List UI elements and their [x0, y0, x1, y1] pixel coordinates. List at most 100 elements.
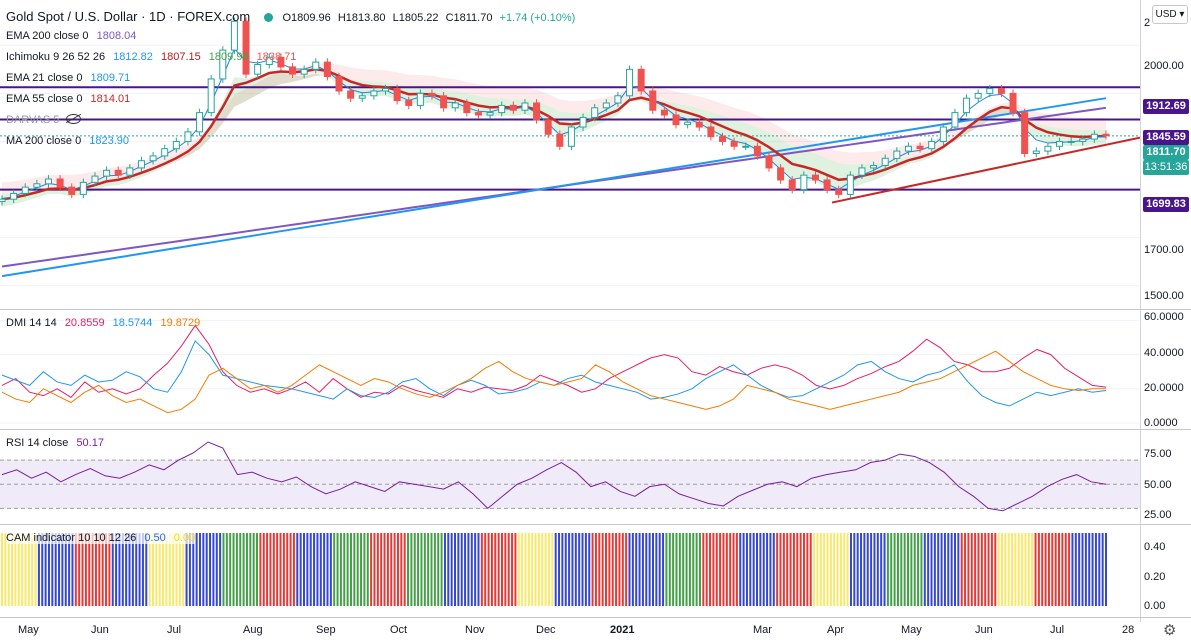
ohlc-values: O1809.96 H1813.80 L1805.22 C1811.70 +1.7… [282, 12, 579, 24]
pane-separator[interactable] [0, 429, 1191, 430]
candle-body [219, 49, 227, 80]
candle-body [149, 155, 157, 162]
legend-value: 1812.82 [113, 51, 153, 63]
candle-body [161, 148, 169, 157]
candle-body [335, 76, 343, 92]
cam-axis-label: 0.40 [1144, 541, 1166, 553]
candle-body [765, 155, 773, 169]
legend-value: 1808.04 [96, 30, 137, 42]
symbol-header: Gold Spot / U.S. Dollar · 1D · FOREX.com… [6, 9, 579, 24]
candle-body [91, 175, 99, 183]
change-value: +1.74 (+0.10%) [499, 12, 576, 24]
dmi-axis-label: 40.0000 [1144, 347, 1184, 359]
pane-separator[interactable] [0, 524, 1191, 525]
hidden-eye-icon[interactable] [66, 114, 82, 124]
time-axis-label: Oct [390, 624, 408, 636]
candle-body [672, 114, 680, 126]
candle-body [486, 112, 494, 116]
time-axis-label: Jun [91, 624, 109, 636]
candle-body [916, 145, 924, 150]
candle-body [544, 119, 552, 135]
legend-dmi[interactable]: DMI 14 14 20.8559 18.5744 19.8729 [6, 317, 200, 329]
legend-ema21[interactable]: EMA 21 close 0 1809.71 [6, 72, 130, 84]
time-axis-label: Nov [465, 624, 485, 636]
price-axis-divider [1140, 0, 1141, 622]
candle-body [730, 140, 738, 147]
time-axis-label: Apr [827, 624, 845, 636]
legend-label: Ichimoku 9 26 52 26 [6, 51, 106, 63]
legend-value: 1814.01 [90, 93, 131, 105]
time-axis-label: 2021 [610, 624, 635, 636]
candle-body [381, 88, 389, 92]
candle-body [695, 121, 703, 128]
candle-body [986, 88, 994, 94]
candle-body [370, 90, 378, 97]
candle-body [719, 136, 727, 142]
time-axis-label: Aug [243, 624, 263, 636]
price-axis-label: 2000.00 [1144, 60, 1184, 72]
candle-body [649, 90, 657, 111]
legend-value: 1809.98 [208, 51, 249, 63]
legend-ichimoku[interactable]: Ichimoku 9 26 52 26 1812.82 1807.15 1809… [6, 51, 296, 63]
candle-body [997, 88, 1005, 94]
candle-body [1067, 140, 1075, 143]
ichimoku-cloud [2, 72, 1106, 207]
candle-body [800, 174, 808, 191]
low-value: L1805.22 [392, 12, 439, 24]
dmi-series-line [1, 350, 1106, 414]
candle-body [858, 167, 866, 176]
legend-value: 18.5744 [112, 317, 153, 329]
candle-body [684, 121, 692, 126]
candle-body [567, 126, 575, 147]
candle-body [963, 97, 971, 114]
legend-ema200[interactable]: EMA 200 close 0 1808.04 [6, 30, 136, 42]
legend-value: 1807.15 [160, 51, 201, 63]
candle-body [788, 179, 796, 191]
legend-ma200[interactable]: MA 200 close 0 1823.90 [6, 135, 129, 147]
candle-body [184, 131, 192, 142]
dmi-axis-label: 20.0000 [1144, 382, 1184, 394]
candle-body [1032, 150, 1040, 155]
legend-rsi[interactable]: RSI 14 close 50.17 [6, 437, 104, 449]
candle-body [951, 112, 959, 128]
candle-body [126, 167, 134, 176]
candle-body [893, 150, 901, 159]
open-value: O1809.96 [282, 12, 331, 24]
candle-body [974, 92, 982, 99]
candle-body [405, 100, 413, 106]
pane-separator[interactable] [0, 309, 1191, 310]
currency-label: USD [1155, 9, 1177, 20]
support-trendline [831, 136, 1141, 204]
settings-gear-icon[interactable]: ⚙ [1163, 622, 1177, 639]
candle-body [0, 198, 6, 203]
time-axis-label: Mar [753, 624, 772, 636]
legend-cam[interactable]: CAM indicator 10 10 12 26 0.50 0.00 [6, 532, 196, 544]
candle-body [533, 102, 541, 121]
symbol-title[interactable]: Gold Spot / U.S. Dollar · 1D · FOREX.com [6, 9, 251, 24]
candle-body [207, 78, 215, 114]
market-status-icon [263, 13, 273, 22]
candle-body [440, 95, 448, 109]
candle-body [79, 181, 87, 195]
candle-body [777, 167, 785, 181]
current-price-tag: 1811.70 [1143, 145, 1189, 160]
rsi-axis-label: 25.00 [1144, 509, 1172, 521]
candle-body [1079, 138, 1087, 142]
legend-label: EMA 21 close 0 [6, 72, 83, 84]
currency-dropdown-button[interactable]: USD ▾ [1152, 5, 1188, 24]
legend-ema55[interactable]: EMA 55 close 0 1814.01 [6, 93, 130, 105]
candle-body [591, 107, 599, 118]
bar-countdown-tag: 13:51:36 [1143, 160, 1189, 175]
rsi-axis-label: 75.00 [1144, 448, 1172, 460]
legend-darvas[interactable]: DARVAS 5 [6, 114, 82, 126]
legend-label: DARVAS 5 [6, 114, 60, 126]
candle-body [870, 165, 878, 169]
candle-body [463, 102, 471, 114]
candle-body [904, 145, 912, 152]
candle-body [509, 104, 517, 111]
candle-body [242, 20, 250, 75]
candle-body [44, 178, 52, 185]
level-price-tag: 1699.83 [1143, 197, 1189, 212]
dmi-axis-label: 0.0000 [1144, 417, 1178, 429]
